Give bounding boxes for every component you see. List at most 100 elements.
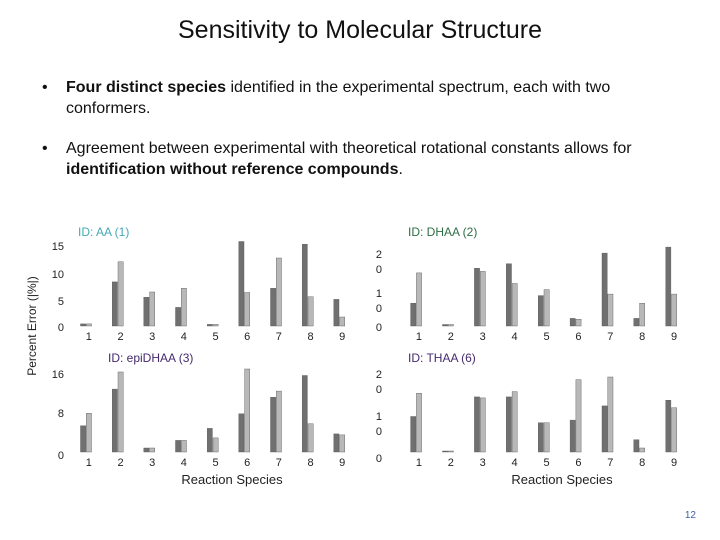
x-tick-label: 9 (339, 331, 345, 343)
x-tick-label: 3 (149, 457, 155, 469)
y-tick-label: 8 (58, 408, 64, 420)
bar (442, 324, 448, 327)
x-tick-label: 5 (543, 457, 549, 469)
x-tick-label: 5 (212, 457, 218, 469)
page-number: 12 (684, 510, 696, 521)
bar (238, 241, 245, 327)
bar (480, 271, 486, 327)
bar (639, 303, 645, 327)
x-tick-label: 7 (607, 457, 613, 469)
bar (175, 440, 181, 453)
x-tick-label: 3 (149, 331, 155, 343)
bar (416, 272, 422, 327)
bar (448, 324, 454, 327)
x-tick-label: 6 (244, 457, 250, 469)
bar (307, 423, 314, 453)
y-tick-label: 16 (52, 369, 64, 381)
bar (538, 295, 544, 327)
bar (181, 440, 187, 453)
x-tick-label: 3 (480, 331, 486, 343)
bar (206, 324, 213, 327)
chart-title: ID: epiDHAA (3) (108, 351, 193, 365)
bar (506, 396, 512, 453)
bar (143, 447, 150, 453)
bar (117, 371, 124, 453)
chart-title: ID: AA (1) (78, 225, 129, 239)
x-tick-label: 1 (86, 331, 92, 343)
bar (117, 261, 124, 327)
y-tick-label: 0 (376, 322, 382, 334)
bar (111, 388, 118, 453)
x-tick-label: 5 (543, 331, 549, 343)
bar (276, 390, 282, 453)
y-tick-label: 1 (376, 411, 382, 423)
x-tick-label: 4 (181, 331, 187, 343)
x-tick-label: 9 (339, 457, 345, 469)
x-tick-label: 3 (480, 457, 486, 469)
bar (80, 425, 86, 453)
bar (212, 437, 219, 453)
bar (671, 293, 677, 327)
bar (181, 288, 187, 327)
y-tick-label: 1 (376, 288, 382, 300)
bullet-bold: identification without reference compoun… (66, 161, 399, 178)
bar (80, 323, 86, 327)
bar (543, 422, 550, 453)
y-tick-label: 5 (58, 296, 64, 308)
bar (575, 379, 582, 453)
x-tick-label: 8 (639, 457, 645, 469)
bar (480, 397, 486, 453)
bar (86, 413, 92, 453)
bullet-text: Four distinct species identified in the … (66, 79, 611, 117)
x-tick-label: 6 (244, 331, 250, 343)
y-tick-label: 0 (376, 426, 382, 438)
x-tick-label: 6 (575, 331, 581, 343)
x-tick-label: 4 (181, 457, 187, 469)
bar (270, 397, 276, 453)
bar (206, 428, 213, 453)
bullet-dot: • (42, 79, 48, 96)
bar (607, 293, 614, 327)
x-tick-label: 2 (117, 457, 123, 469)
y-tick-label: 0 (58, 450, 64, 462)
x-tick-label: 4 (512, 331, 518, 343)
x-axis-label: Reaction Species (511, 472, 613, 487)
x-tick-label: 9 (671, 457, 677, 469)
bar (143, 297, 150, 327)
bullet-dot: • (42, 140, 48, 157)
bar (175, 307, 181, 327)
x-tick-label: 7 (607, 331, 613, 343)
x-tick-label: 5 (212, 331, 218, 343)
bar (665, 246, 672, 327)
bar (410, 303, 417, 327)
bar (665, 400, 672, 453)
bar (601, 405, 608, 453)
bullet-species: • Four distinct species identified in th… (42, 77, 662, 119)
x-tick-label: 2 (117, 331, 123, 343)
bar (270, 288, 276, 327)
y-tick-label: 2 (376, 249, 382, 261)
y-axis-label: Percent Error (|%|) (25, 276, 39, 376)
bar (601, 252, 608, 327)
bar (671, 407, 677, 453)
y-tick-label: 0 (376, 453, 382, 465)
y-tick-label: 0 (58, 322, 64, 334)
bar (639, 447, 645, 453)
bar (633, 318, 640, 327)
x-tick-label: 8 (639, 331, 645, 343)
bar (543, 289, 550, 327)
bar (333, 433, 340, 453)
chart-title: ID: DHAA (2) (408, 225, 477, 239)
y-tick-label: 0 (376, 264, 382, 276)
slide-title: Sensitivity to Molecular Structure (177, 16, 543, 44)
bar (111, 281, 118, 327)
x-tick-label: 7 (276, 457, 282, 469)
bar (302, 375, 308, 453)
bar (633, 439, 640, 453)
x-tick-label: 1 (416, 457, 422, 469)
x-tick-label: 2 (448, 331, 454, 343)
x-tick-label: 2 (448, 457, 454, 469)
x-tick-label: 8 (307, 457, 313, 469)
y-tick-label: 10 (52, 269, 64, 281)
bar (575, 319, 582, 327)
